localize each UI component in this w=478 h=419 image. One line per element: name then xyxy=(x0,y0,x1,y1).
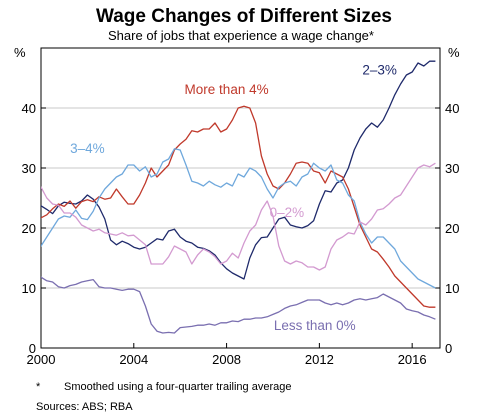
chart-subtitle: Share of jobs that experience a wage cha… xyxy=(108,28,374,43)
series-line-1 xyxy=(41,105,436,308)
right-axis-ticks: 0 10 20 30 40 xyxy=(435,101,459,356)
x-tick-label-2016: 2016 xyxy=(398,352,427,367)
series-label-3: 0–2% xyxy=(270,205,305,220)
right-tick-label-0: 0 xyxy=(445,341,452,356)
left-axis-ticks: 0 10 20 30 40 xyxy=(22,101,46,356)
x-tick-label-2000: 2000 xyxy=(27,352,56,367)
left-tick-label-10: 10 xyxy=(22,281,36,296)
right-tick-label-20: 20 xyxy=(445,221,459,236)
x-tick-label-2012: 2012 xyxy=(305,352,334,367)
footnote-marker: * xyxy=(36,381,41,393)
series-label-1: More than 4% xyxy=(185,82,269,97)
series-line-3 xyxy=(41,162,436,271)
series-label-0: 2–3% xyxy=(362,62,397,77)
plot-frame xyxy=(40,47,441,349)
right-tick-label-40: 40 xyxy=(445,101,459,116)
footnote: Smoothed using a four-quarter trailing a… xyxy=(64,381,291,393)
left-tick-label-0: 0 xyxy=(29,341,36,356)
x-axis-ticks: 2000 2004 2008 2012 2016 xyxy=(27,343,427,367)
left-tick-label-40: 40 xyxy=(22,101,36,116)
right-unit-label: % xyxy=(448,45,460,60)
right-tick-label-30: 30 xyxy=(445,161,459,176)
series-labels: 2–3% More than 4% 3–4% 0–2% Less than 0% xyxy=(70,62,397,333)
plot-area xyxy=(41,60,436,334)
right-tick-label-10: 10 xyxy=(445,281,459,296)
series-line-4 xyxy=(41,276,436,334)
left-tick-label-20: 20 xyxy=(22,221,36,236)
x-tick-label-2004: 2004 xyxy=(119,352,148,367)
series-label-4: Less than 0% xyxy=(274,318,356,333)
sources-note: Sources: ABS; RBA xyxy=(36,401,133,413)
series-label-2: 3–4% xyxy=(70,141,105,156)
series-line-2 xyxy=(41,148,436,289)
x-tick-label-2008: 2008 xyxy=(212,352,241,367)
chart-title: Wage Changes of Different Sizes xyxy=(96,6,392,27)
left-unit-label: % xyxy=(14,45,26,60)
left-tick-label-30: 30 xyxy=(22,161,36,176)
